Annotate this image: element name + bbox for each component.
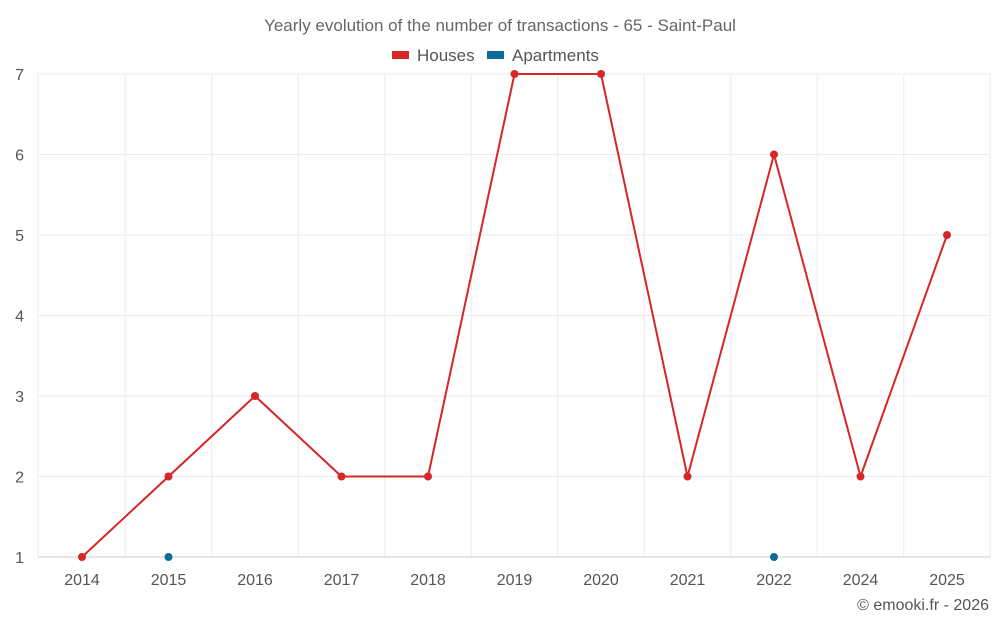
chart-grid (37, 73, 991, 557)
x-tick-label: 2022 (756, 572, 792, 589)
data-point-apartments[interactable] (770, 553, 778, 561)
chart-legend: Houses Apartments (392, 46, 599, 65)
data-point-houses[interactable] (337, 472, 346, 481)
x-tick-label: 2015 (151, 572, 187, 589)
x-tick-label: 2021 (670, 572, 706, 589)
x-tick-label: 2025 (929, 572, 965, 589)
y-tick-label: 4 (15, 309, 24, 326)
y-tick-label: 7 (15, 67, 24, 84)
data-point-houses[interactable] (164, 472, 173, 481)
x-tick-label: 2014 (64, 572, 100, 589)
x-tick-label: 2020 (583, 572, 619, 589)
x-tick-label: 2018 (410, 572, 446, 589)
y-tick-label: 5 (15, 228, 24, 245)
data-point-houses[interactable] (78, 553, 86, 561)
legend-swatch-houses (392, 51, 409, 59)
data-point-houses[interactable] (510, 70, 519, 78)
y-tick-label: 2 (15, 470, 24, 487)
data-point-houses[interactable] (943, 231, 951, 239)
chart-tick-labels: 1 2 3 4 5 6 7 2014 2015 2016 2017 2018 2019 2020 2021 2… (15, 67, 965, 589)
y-tick-label: 3 (15, 389, 24, 406)
data-point-houses[interactable] (856, 472, 865, 481)
data-point-houses[interactable] (424, 472, 432, 481)
legend-swatch-apartments (487, 51, 504, 59)
data-point-apartments[interactable] (164, 553, 173, 561)
x-tick-label: 2019 (497, 572, 533, 589)
data-point-houses[interactable] (251, 392, 259, 400)
y-tick-label: 1 (15, 550, 24, 567)
chart-series (78, 70, 951, 561)
data-point-houses[interactable] (770, 150, 778, 159)
legend-label-apartments: Apartments (512, 46, 599, 65)
y-tick-label: 6 (15, 148, 24, 165)
data-point-houses[interactable] (597, 70, 605, 78)
data-point-houses[interactable] (683, 472, 692, 481)
legend-label-houses: Houses (417, 46, 475, 65)
x-tick-label: 2016 (237, 572, 273, 589)
chart-title: Yearly evolution of the number of transa… (264, 16, 736, 35)
chart-credit: © emooki.fr - 2026 (857, 597, 989, 614)
x-tick-label: 2017 (324, 572, 360, 589)
x-tick-label: 2024 (843, 572, 879, 589)
